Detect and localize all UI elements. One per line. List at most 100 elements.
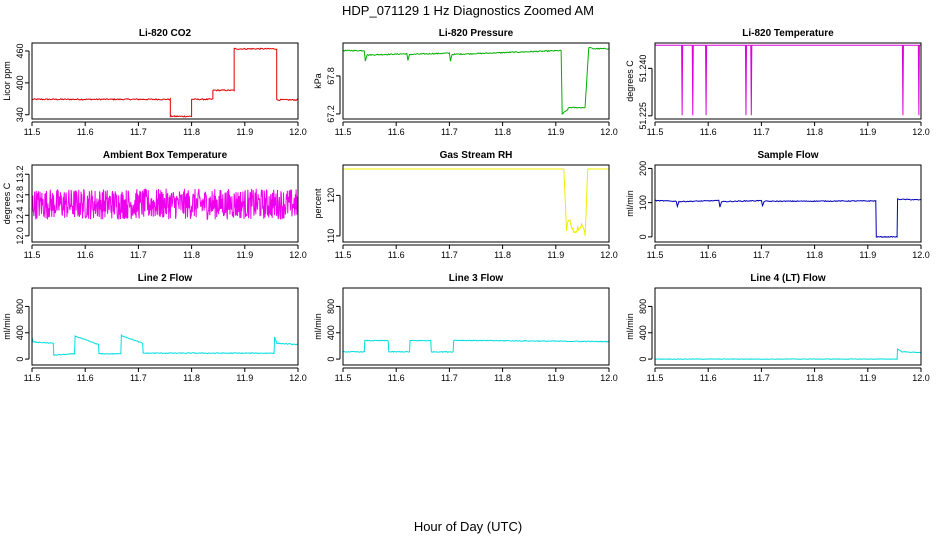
y-tick-label: 51.240	[638, 55, 648, 83]
plot-frame	[654, 164, 922, 243]
x-tick-label: 11.8	[806, 127, 823, 137]
y-axis-label: kPa	[313, 73, 323, 89]
x-tick-label: 11.7	[441, 373, 458, 383]
x-tick-label: 12.0	[600, 250, 618, 260]
plot-frame	[342, 287, 610, 366]
x-tick-label: 11.5	[24, 373, 41, 383]
x-tick-label: 11.6	[700, 250, 717, 260]
y-axis-label: ml/min	[313, 313, 323, 340]
x-tick-label: 11.5	[647, 250, 664, 260]
chart-title: Li-820 CO2	[139, 28, 192, 39]
data-line	[342, 46, 610, 116]
plot-frame	[654, 42, 922, 120]
y-tick-label: 400	[638, 325, 648, 340]
y-axis-label: ml/min	[625, 313, 635, 340]
chart-panel: Li-820 Pressure 11.5 11.6 11.7 11.8 11.9 12.0 6…	[313, 28, 618, 137]
x-tick-label: 11.6	[388, 250, 405, 260]
x-tick-label: 11.5	[24, 250, 41, 260]
plot-frame	[342, 164, 610, 243]
chart-panels: Li-820 CO2 11.5 11.6 11.7 11.8 11.9 12.0 340 400…	[2, 28, 930, 383]
y-tick-label: 400	[15, 325, 25, 340]
y-axis-label: percent	[313, 188, 323, 219]
chart-panel: Line 2 Flow 11.5 11.6 11.7 11.8 11.9 12.0 0 400 8…	[2, 273, 307, 383]
data-line	[31, 333, 299, 356]
x-tick-label: 11.8	[806, 250, 823, 260]
data-line	[654, 198, 922, 238]
x-tick-label: 11.6	[700, 127, 717, 137]
x-tick-label: 11.5	[335, 250, 352, 260]
chart-title: Sample Flow	[757, 150, 818, 161]
x-tick-label: 11.7	[130, 373, 147, 383]
data-line	[343, 168, 609, 236]
y-tick-label: 13.2	[15, 165, 25, 183]
figure-x-axis-label: Hour of Day (UTC)	[414, 519, 522, 534]
chart-title: Li-820 Pressure	[439, 28, 514, 39]
x-tick-label: 11.8	[494, 373, 511, 383]
y-tick-label: 800	[326, 299, 336, 314]
data-line	[342, 339, 610, 353]
chart-title: Line 3 Flow	[449, 273, 504, 284]
x-tick-label: 11.7	[130, 127, 147, 137]
y-tick-label: 67.8	[326, 67, 336, 85]
y-tick-label: 67.2	[326, 105, 336, 123]
x-tick-label: 12.0	[289, 373, 307, 383]
x-tick-label: 11.5	[24, 127, 41, 137]
x-tick-label: 11.6	[388, 373, 405, 383]
y-tick-label: 800	[15, 299, 25, 314]
chart-title: Line 4 (LT) Flow	[750, 273, 826, 284]
y-axis-label: ml/min	[625, 190, 635, 217]
y-tick-label: 12.8	[15, 186, 25, 204]
chart-panel: Sample Flow 11.5 11.6 11.7 11.8 11.9 12.0 0 100 2…	[625, 150, 930, 260]
x-tick-label: 11.9	[236, 250, 253, 260]
x-tick-label: 12.0	[912, 127, 930, 137]
x-tick-label: 12.0	[600, 373, 618, 383]
plot-frame	[31, 42, 299, 120]
x-tick-label: 11.8	[183, 127, 200, 137]
y-axis-label: ml/min	[2, 313, 12, 340]
x-tick-label: 12.0	[289, 250, 307, 260]
y-tick-label: 0	[15, 357, 25, 362]
y-tick-label: 110	[326, 229, 336, 243]
y-tick-label: 400	[15, 75, 25, 90]
chart-title: Gas Stream RH	[440, 150, 513, 161]
y-tick-label: 340	[15, 107, 25, 122]
chart-panel: Gas Stream RH 11.5 11.6 11.7 11.8 11.9 12.0 110…	[313, 150, 618, 260]
x-tick-label: 11.6	[77, 127, 94, 137]
data-line	[654, 348, 922, 361]
x-tick-label: 11.9	[547, 250, 564, 260]
x-tick-label: 12.0	[912, 250, 930, 260]
x-tick-label: 11.7	[753, 250, 770, 260]
chart-panel: Li-820 Temperature 11.5 11.6 11.7 11.8 11.9 12…	[625, 28, 930, 137]
x-tick-label: 11.8	[183, 373, 200, 383]
x-tick-label: 11.8	[494, 127, 511, 137]
x-tick-label: 11.5	[647, 127, 664, 137]
chart-panel: Ambient Box Temperature 11.5 11.6 11.7 11.8 1…	[2, 150, 307, 260]
x-tick-label: 11.8	[806, 373, 823, 383]
x-tick-label: 11.5	[647, 373, 664, 383]
y-tick-label: 0	[326, 357, 336, 362]
x-tick-label: 11.9	[547, 373, 564, 383]
x-tick-label: 11.9	[859, 127, 876, 137]
y-tick-label: 100	[638, 195, 648, 210]
y-axis-label: Licor ppm	[2, 61, 12, 101]
figure-title: HDP_071129 1 Hz Diagnostics Zoomed AM	[342, 3, 594, 18]
y-tick-label: 0	[638, 234, 648, 239]
x-tick-label: 11.6	[388, 127, 405, 137]
x-tick-label: 11.5	[335, 373, 352, 383]
x-tick-label: 11.7	[130, 250, 147, 260]
chart-panel: Line 4 (LT) Flow 11.5 11.6 11.7 11.8 11.9 12.0…	[625, 273, 930, 383]
chart-title: Line 2 Flow	[138, 273, 193, 284]
y-tick-label: 12.4	[15, 207, 25, 225]
x-tick-label: 12.0	[289, 127, 307, 137]
y-tick-label: 200	[638, 161, 648, 176]
plot-frame	[31, 287, 299, 366]
plot-frame	[31, 164, 299, 243]
x-tick-label: 11.7	[753, 127, 770, 137]
plot-frame	[342, 42, 610, 120]
plot-frame	[654, 287, 922, 366]
x-tick-label: 11.9	[859, 373, 876, 383]
y-tick-label: 400	[326, 325, 336, 340]
x-tick-label: 11.9	[859, 250, 876, 260]
y-axis-label: degrees C	[625, 60, 635, 102]
